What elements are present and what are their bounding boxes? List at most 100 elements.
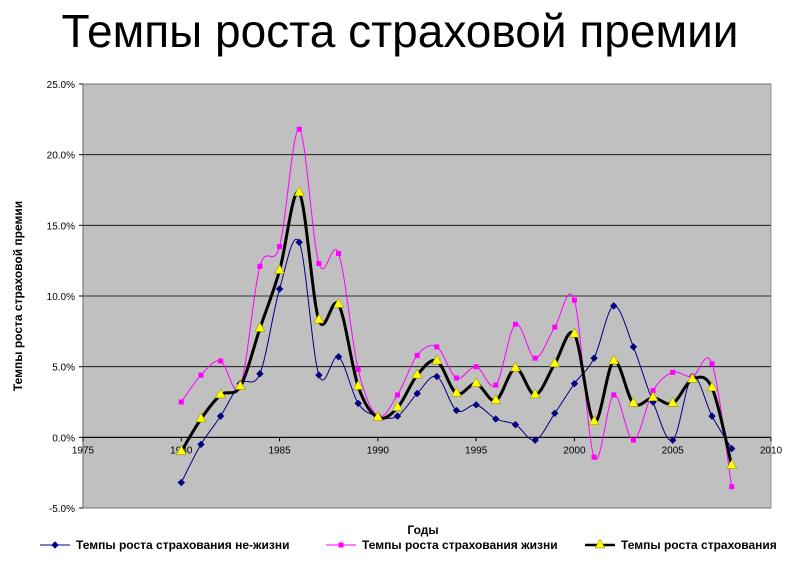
y-tick-label: 10.0% [47, 292, 75, 303]
data-point-triangle [352, 379, 364, 390]
legend-label: Темпы роста страхования [621, 538, 777, 552]
data-point-square [571, 297, 577, 303]
data-point-square [591, 454, 597, 460]
data-point-square [453, 375, 459, 381]
data-point-square [257, 263, 263, 269]
data-point-triangle [274, 264, 285, 274]
data-point-triangle [254, 321, 266, 332]
data-point-triangle [215, 388, 227, 399]
data-point-triangle [594, 538, 606, 549]
data-point-square [650, 388, 656, 394]
y-tick-label: 25.0% [47, 80, 75, 91]
series-line [180, 128, 733, 487]
x-tick-label: 2000 [563, 445, 586, 456]
series-line [180, 238, 733, 483]
data-point-triangle [411, 368, 423, 379]
data-point-diamond [452, 406, 461, 415]
data-point-diamond [433, 372, 441, 381]
data-point-diamond [727, 444, 736, 453]
data-point-triangle [431, 354, 443, 365]
data-point-square [630, 437, 636, 443]
data-point-diamond [531, 436, 539, 444]
data-point-square [473, 364, 479, 370]
y-tick-label: 20.0% [47, 151, 75, 162]
y-tick-label: 5.0% [52, 363, 75, 374]
data-point-triangle [175, 444, 187, 455]
data-point-triangle [627, 396, 639, 407]
chart-title: Темпы роста страховой премии [61, 5, 739, 57]
data-point-square [355, 366, 361, 372]
data-point-square [414, 352, 420, 358]
x-tick-label: 1990 [367, 445, 390, 456]
data-point-diamond [354, 399, 362, 408]
data-point-square [338, 542, 344, 548]
series-group [175, 126, 738, 490]
data-point-diamond [511, 420, 520, 429]
data-point-square [198, 372, 204, 378]
data-point-triangle [529, 388, 541, 399]
x-tick-label: 1975 [72, 445, 95, 456]
data-point-square [493, 382, 499, 388]
data-point-triangle [667, 396, 679, 407]
legend-label: Темпы роста страхования не-жизни [76, 538, 290, 552]
data-point-triangle [333, 297, 344, 308]
data-point-square [611, 392, 617, 398]
data-point-triangle [313, 313, 325, 324]
data-point-square [512, 321, 518, 327]
data-point-square [670, 369, 676, 375]
data-point-square [316, 260, 322, 266]
data-point-triangle [510, 361, 521, 372]
data-point-square [395, 392, 401, 398]
data-point-diamond [393, 412, 402, 420]
data-point-diamond [51, 541, 59, 549]
data-point-square [178, 399, 184, 405]
data-point-square [336, 251, 342, 257]
data-point-diamond [216, 412, 225, 420]
data-point-diamond [708, 412, 716, 420]
data-point-triangle [195, 412, 207, 423]
data-point-diamond [629, 343, 638, 351]
data-point-diamond [256, 370, 264, 378]
data-point-diamond [590, 354, 598, 362]
legend-label: Темпы роста страхования жизни [362, 538, 558, 552]
y-tick-label: 15.0% [47, 221, 75, 232]
data-point-triangle [234, 379, 246, 390]
y-tick-label: 0.0% [52, 433, 75, 444]
data-point-square [277, 244, 283, 250]
data-point-diamond [197, 440, 205, 449]
data-point-triangle [686, 372, 698, 383]
x-tick-label: 1985 [268, 445, 291, 456]
data-point-diamond [472, 401, 480, 409]
data-point-triangle [372, 411, 384, 421]
data-point-diamond [334, 353, 343, 361]
data-point-diamond [315, 371, 323, 379]
data-point-diamond [551, 409, 559, 418]
legend-item: Темпы роста страхования жизни [326, 538, 558, 552]
data-point-triangle [470, 377, 482, 387]
x-axis-title: Годы [407, 523, 438, 537]
data-point-triangle [392, 401, 403, 411]
x-tick-label: 2005 [662, 445, 685, 456]
data-point-diamond [177, 478, 185, 487]
x-tick-label: 1995 [465, 445, 488, 456]
data-point-square [296, 126, 302, 132]
data-point-diamond [669, 436, 677, 444]
data-point-triangle [608, 354, 620, 365]
tick-labels: -5.0% 0.0% 5.0% 10.0% 15.0% 20.0% 25.0% 1975 198… [47, 80, 783, 515]
data-point-diamond [413, 389, 421, 398]
data-point-square [729, 484, 735, 490]
data-point-triangle [451, 387, 462, 397]
series-3 [175, 186, 738, 469]
data-point-square [218, 358, 224, 364]
data-point-square [434, 344, 440, 350]
data-point-square [532, 355, 538, 361]
data-point-square [552, 324, 558, 330]
data-point-triangle [569, 327, 580, 338]
data-point-diamond [275, 285, 284, 293]
legend-item: Темпы роста страхования не-жизни [40, 538, 290, 552]
y-axis-title: Темпы роста страховой премии [11, 201, 25, 391]
data-point-diamond [492, 415, 500, 423]
data-point-triangle [549, 357, 561, 368]
data-point-diamond [570, 379, 579, 388]
